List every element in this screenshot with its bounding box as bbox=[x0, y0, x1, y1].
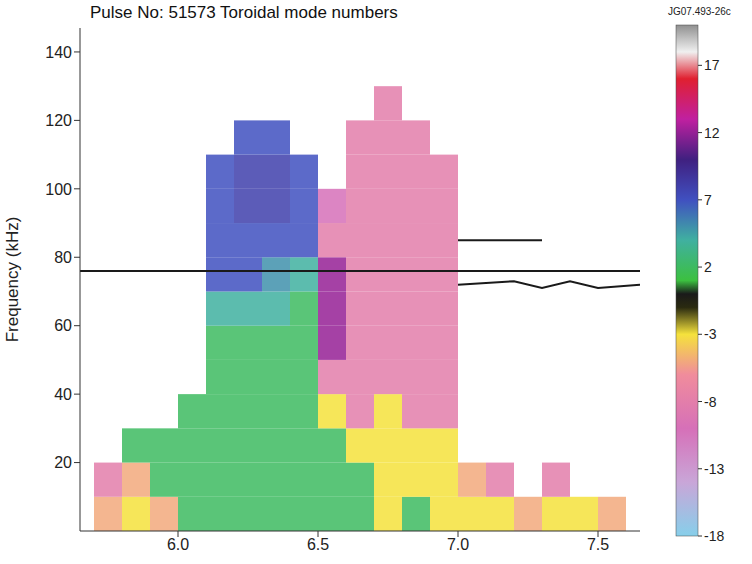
svg-text:40: 40 bbox=[54, 386, 72, 403]
html-text:Pulse No: 51573 Toroidal mode: Pulse No: 51573 Toroidal mode numbers bbox=[90, 3, 398, 22]
svg-text:7: 7 bbox=[704, 192, 712, 208]
svg-text:12: 12 bbox=[704, 125, 720, 141]
svg-text:120: 120 bbox=[45, 112, 72, 129]
svg-text:7.5: 7.5 bbox=[587, 536, 609, 553]
svg-text:17: 17 bbox=[704, 57, 720, 73]
svg-text:6.0: 6.0 bbox=[167, 536, 189, 553]
svg-text:-3: -3 bbox=[704, 326, 717, 342]
svg-text:-18: -18 bbox=[704, 528, 724, 544]
html-text:JG07.493-26c: JG07.493-26c bbox=[668, 6, 731, 17]
svg-text:-13: -13 bbox=[704, 461, 724, 477]
svg-text:6.5: 6.5 bbox=[307, 536, 329, 553]
svg-text:80: 80 bbox=[54, 249, 72, 266]
svg-text:2: 2 bbox=[704, 259, 712, 275]
svg-text:-8: -8 bbox=[704, 394, 717, 410]
svg-text:140: 140 bbox=[45, 44, 72, 61]
svg-text:100: 100 bbox=[45, 181, 72, 198]
svg-text:20: 20 bbox=[54, 454, 72, 471]
svg-text:Frequency (kHz): Frequency (kHz) bbox=[3, 217, 22, 343]
svg-text:7.0: 7.0 bbox=[447, 536, 469, 553]
svg-text:60: 60 bbox=[54, 317, 72, 334]
